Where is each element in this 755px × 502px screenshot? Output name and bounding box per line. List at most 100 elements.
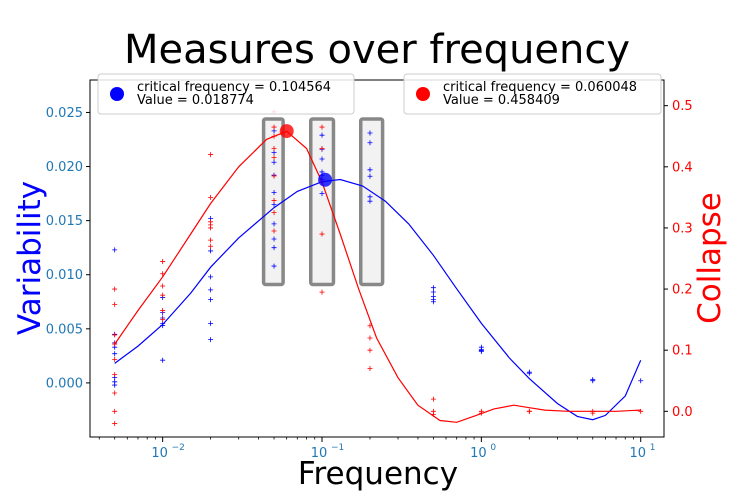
variability-point: [208, 287, 214, 293]
collapse-point: [367, 366, 373, 372]
x-tick-label: 10: [151, 446, 168, 461]
collapse-point: [271, 155, 277, 161]
x-tick-label: 10: [470, 446, 487, 461]
collapse-point: [160, 292, 166, 298]
variability-point: [208, 337, 214, 343]
collapse-point: [208, 243, 214, 249]
collapse-point: [638, 408, 644, 414]
legend-left-line1: critical frequency = 0.104564: [137, 80, 331, 95]
collapse-point: [367, 335, 373, 341]
y-left-tick-label: 0.005: [46, 322, 83, 337]
variability-point: [112, 382, 118, 388]
collapse-point: [112, 372, 118, 378]
variability-point: [208, 320, 214, 326]
variability-fit-curve: [114, 178, 642, 421]
variability-point: [367, 198, 373, 204]
legend-left-line2: Value = 0.018774: [137, 93, 254, 108]
variability-point: [271, 245, 277, 251]
variability-critical-point: [318, 172, 333, 187]
collapse-point: [526, 408, 532, 414]
variability-point: [367, 167, 373, 173]
variability-point: [590, 378, 596, 384]
chart-title: Measures over frequency: [124, 27, 630, 73]
collapse-point: [112, 390, 118, 396]
variability-point: [319, 191, 325, 197]
collapse-point: [271, 197, 277, 203]
y-right-axis-label: Collapse: [692, 192, 728, 324]
variability-point: [208, 274, 214, 280]
plot-frame: [89, 79, 665, 438]
x-tick-label-exponent: −1: [331, 443, 344, 453]
variability-point: [319, 156, 325, 162]
legend-right-box: [403, 73, 662, 115]
collapse-fit-curve: [114, 130, 641, 423]
y-left-tick-label: 0.010: [46, 268, 83, 283]
collapse-point: [271, 145, 277, 151]
collapse-point: [160, 259, 166, 265]
variability-point: [430, 299, 436, 305]
highlight-box: [261, 117, 285, 287]
collapse-point: [160, 317, 166, 323]
legend-right-line1: critical frequency = 0.060048: [443, 80, 637, 95]
collapse-point: [208, 194, 214, 200]
variability-point: [367, 194, 373, 200]
collapse-point: [160, 307, 166, 313]
y-right-tick-label: 0.1: [672, 344, 693, 359]
y-left-tick-label: 0.020: [46, 160, 83, 175]
collapse-point: [319, 289, 325, 295]
collapse-point: [112, 301, 118, 307]
collapse-point: [160, 283, 166, 289]
collapse-point: [430, 396, 436, 402]
variability-point: [430, 289, 436, 295]
collapse-point: [271, 210, 277, 216]
x-tick-label-exponent: −2: [172, 443, 185, 453]
variability-point: [208, 297, 214, 303]
collapse-point: [208, 152, 214, 158]
collapse-point: [319, 231, 325, 237]
collapse-point: [271, 173, 277, 179]
collapse-point: [319, 124, 325, 130]
legend-right-marker: [416, 87, 430, 101]
variability-point: [271, 236, 277, 242]
legend-left-box: [97, 73, 355, 115]
highlight-box: [358, 117, 385, 287]
variability-point: [367, 140, 373, 146]
variability-point: [367, 173, 373, 179]
x-tick-label: 10: [629, 446, 646, 461]
x-tick-label-exponent: 0: [490, 443, 496, 453]
y-left-tick-label: 0.015: [46, 214, 83, 229]
variability-point: [271, 263, 277, 269]
collapse-point: [271, 124, 277, 130]
highlight-box: [309, 117, 336, 287]
collapse-point: [112, 332, 118, 338]
y-left-tick-label: 0.025: [46, 106, 83, 121]
variability-point: [271, 190, 277, 196]
variability-point: [526, 370, 532, 376]
legend-left-marker: [110, 87, 124, 101]
variability-point: [208, 248, 214, 254]
y-left-tick-label: 0.000: [46, 376, 83, 391]
collapse-point: [208, 225, 214, 231]
y-right-tick-label: 0.0: [672, 405, 693, 420]
x-axis-label: Frequency: [298, 456, 458, 492]
y-right-tick-label: 0.5: [672, 99, 693, 114]
y-left-axis-label: Variability: [12, 181, 48, 335]
collapse-point: [208, 237, 214, 243]
y-right-tick-label: 0.3: [672, 221, 693, 236]
x-tick-label-exponent: 1: [650, 443, 656, 453]
collapse-point: [319, 145, 325, 151]
legend-right-line2: Value = 0.458409: [443, 93, 560, 108]
variability-point: [112, 351, 118, 357]
collapse-critical-point: [279, 124, 294, 139]
x-tick-label: 10: [311, 446, 328, 461]
variability-point: [478, 349, 484, 355]
collapse-point: [112, 421, 118, 427]
collapse-point: [367, 347, 373, 353]
collapse-point: [112, 408, 118, 414]
collapse-point: [112, 286, 118, 292]
variability-point: [271, 221, 277, 227]
collapse-point: [112, 356, 118, 362]
variability-point: [367, 130, 373, 136]
y-right-tick-label: 0.2: [672, 283, 693, 298]
